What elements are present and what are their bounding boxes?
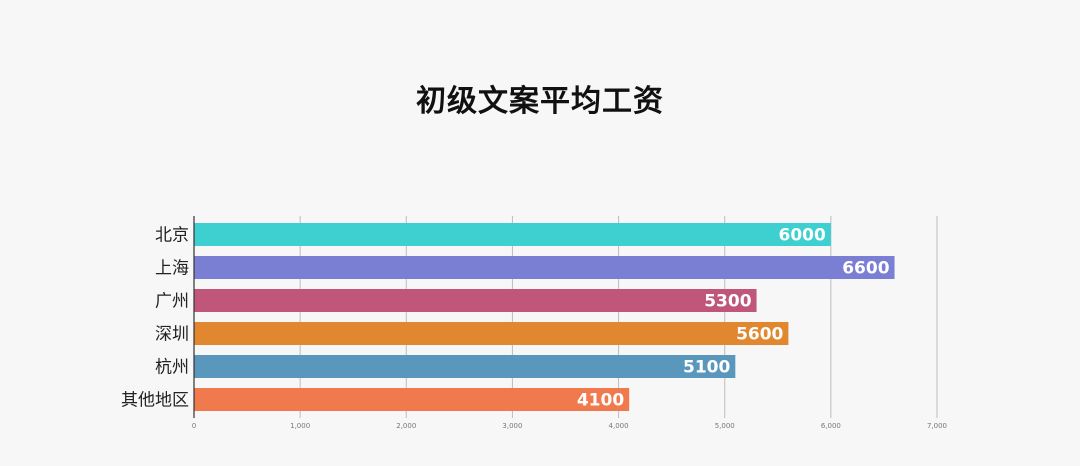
value-label: 6000 [779, 226, 826, 246]
category-label: 上海 [155, 259, 189, 279]
category-label: 广州 [155, 292, 189, 312]
bar [194, 322, 789, 345]
bar [194, 355, 736, 378]
value-label: 5300 [704, 292, 751, 312]
x-tick-label: 1,000 [290, 422, 310, 430]
bar [194, 256, 895, 279]
value-label: 4100 [577, 391, 624, 411]
category-label: 深圳 [155, 325, 189, 345]
chart-title: 初级文案平均工资 [416, 84, 664, 119]
x-tick-label: 3,000 [502, 422, 522, 430]
category-label: 北京 [155, 226, 189, 246]
bar [194, 388, 630, 411]
value-label: 5100 [683, 358, 730, 378]
x-tick-label: 4,000 [609, 422, 629, 430]
x-tick-label: 0 [192, 422, 196, 430]
x-tick-label: 7,000 [927, 422, 947, 430]
value-label: 6600 [842, 259, 889, 279]
value-label: 5600 [736, 325, 783, 345]
bar [194, 289, 757, 312]
category-label: 杭州 [155, 358, 189, 378]
x-tick-label: 2,000 [396, 422, 416, 430]
x-tick-label: 6,000 [821, 422, 841, 430]
x-tick-label: 5,000 [715, 422, 735, 430]
bar [194, 223, 831, 246]
category-label: 其他地区 [121, 391, 189, 411]
